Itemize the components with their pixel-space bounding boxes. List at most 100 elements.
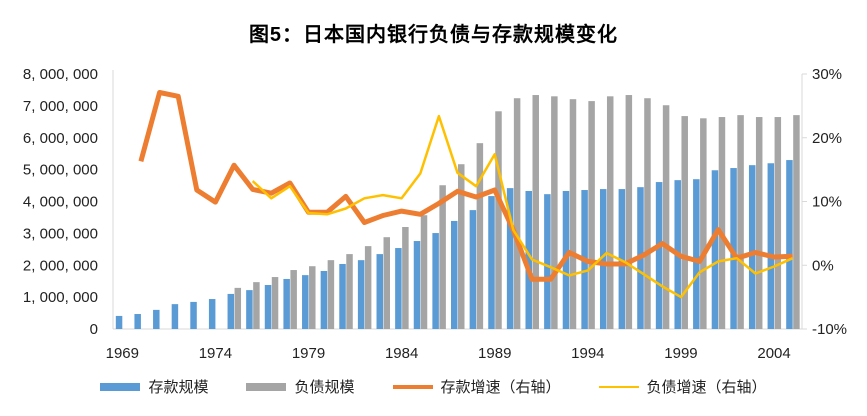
right-axis-tick-label: 30% [812,66,842,83]
right-axis-tick-label: 10% [812,194,842,211]
deposit-bar [339,263,346,329]
deposit-bar [506,188,514,329]
liability-bar [700,118,707,330]
chart-title: 图5：日本国内银行负债与存款规模变化 [248,24,619,46]
liability-bar [755,117,763,329]
liability-bar [364,246,372,329]
deposit-bar [395,248,402,329]
liability-growth-line [251,114,794,299]
liability-bar [625,95,633,329]
legend-swatch-deposit-growth [392,384,433,389]
deposit-bar [153,309,160,329]
x-axis-tick-label: 1989 [478,345,511,362]
liability-bar [606,96,614,329]
liability-bar [253,282,260,329]
legend-swatch-deposits [100,382,141,391]
deposit-bar [283,278,290,329]
liability-bar [383,237,391,329]
deposit-bar [618,189,626,329]
liability-bar [402,227,409,329]
deposit-bar [413,241,421,329]
legend-label: 负债规模 [294,379,355,396]
right-axis-tick-label: 0% [812,257,834,274]
x-axis-tick-label: 1984 [385,345,418,362]
liability-bar [439,185,446,329]
chart-legend: 存款规模 负债规模 存款增速（右轴） 负债增速（右轴） [0,376,867,397]
liability-bar [532,95,539,329]
deposit-bar [786,160,793,329]
legend-label: 存款规模 [148,379,209,396]
deposit-bar [320,270,328,329]
liability-bar [309,266,316,329]
liability-bar [793,115,800,330]
legend-item-deposits: 存款规模 [100,376,208,397]
deposit-growth-line [138,90,793,282]
deposit-bar [171,304,179,329]
deposit-bar [730,168,737,329]
deposit-bar [432,233,439,329]
liability-bar [346,254,353,329]
left-axis-tick-label: 4, 000, 000 [23,194,98,211]
legend-item-liability-growth: 负债增速（右轴） [598,376,767,397]
legend-label: 存款增速（右轴） [440,379,561,396]
legend-swatch-liabilities [246,382,287,391]
deposit-bar [767,163,775,329]
liability-bar [737,115,744,330]
left-axis-tick-label: 1, 000, 000 [23,289,98,306]
liability-bar [271,277,279,329]
deposit-bar [134,314,141,329]
deposit-bar [302,275,309,329]
deposit-bar [264,285,272,329]
left-axis-tick-label: 8, 000, 000 [23,66,98,83]
deposit-bar [748,165,756,329]
deposit-bar [208,299,216,329]
x-axis-tick-label: 1974 [199,345,232,362]
left-axis-tick-label: 7, 000, 000 [23,98,98,115]
deposit-bar [357,260,365,329]
legend-item-deposit-growth: 存款增速（右轴） [392,376,561,397]
deposit-bar [227,293,235,329]
left-axis-tick-label: 5, 000, 000 [23,162,98,179]
liability-bar [458,164,465,329]
deposit-bar [525,190,532,329]
liability-bar [662,105,670,329]
deposit-bar [655,182,663,329]
liability-bar [476,143,484,329]
x-axis-tick-label: 1969 [106,345,139,362]
deposit-bar [376,254,384,329]
deposit-bar [451,220,458,329]
liability-bar [718,117,726,329]
legend-label: 负债增速（右轴） [646,379,767,396]
x-axis-tick-label: 2004 [757,345,790,362]
liability-bar [551,96,558,329]
deposit-bar [544,194,551,329]
left-axis-tick-label: 2, 000, 000 [23,257,98,274]
liability-bar [234,287,242,329]
liability-bar [774,117,782,329]
liability-bar [420,215,428,329]
liability-bar [588,101,595,329]
right-axis-tick-label: -10% [812,321,847,338]
deposit-bar [115,315,123,329]
deposit-bar [190,301,197,329]
liability-bar [327,260,335,329]
liability-bar [290,270,297,329]
deposit-bar [711,170,719,329]
deposit-bar [488,196,495,329]
deposit-bar [693,179,700,329]
right-axis-tick-label: 20% [812,130,842,147]
liability-bar [495,111,502,329]
deposit-bar [246,290,253,329]
liability-bar [681,116,688,329]
liability-bar [569,99,577,330]
x-axis-tick-label: 1994 [571,345,604,362]
liability-bar [644,98,651,329]
left-axis-tick-label: 0 [90,321,98,338]
legend-item-liabilities: 负债规模 [246,376,355,397]
legend-swatch-liability-growth [598,385,639,388]
deposit-bar [469,210,477,329]
liability-bar [513,98,521,329]
x-axis-tick-label: 1999 [664,345,697,362]
left-axis-tick-label: 3, 000, 000 [23,225,98,242]
